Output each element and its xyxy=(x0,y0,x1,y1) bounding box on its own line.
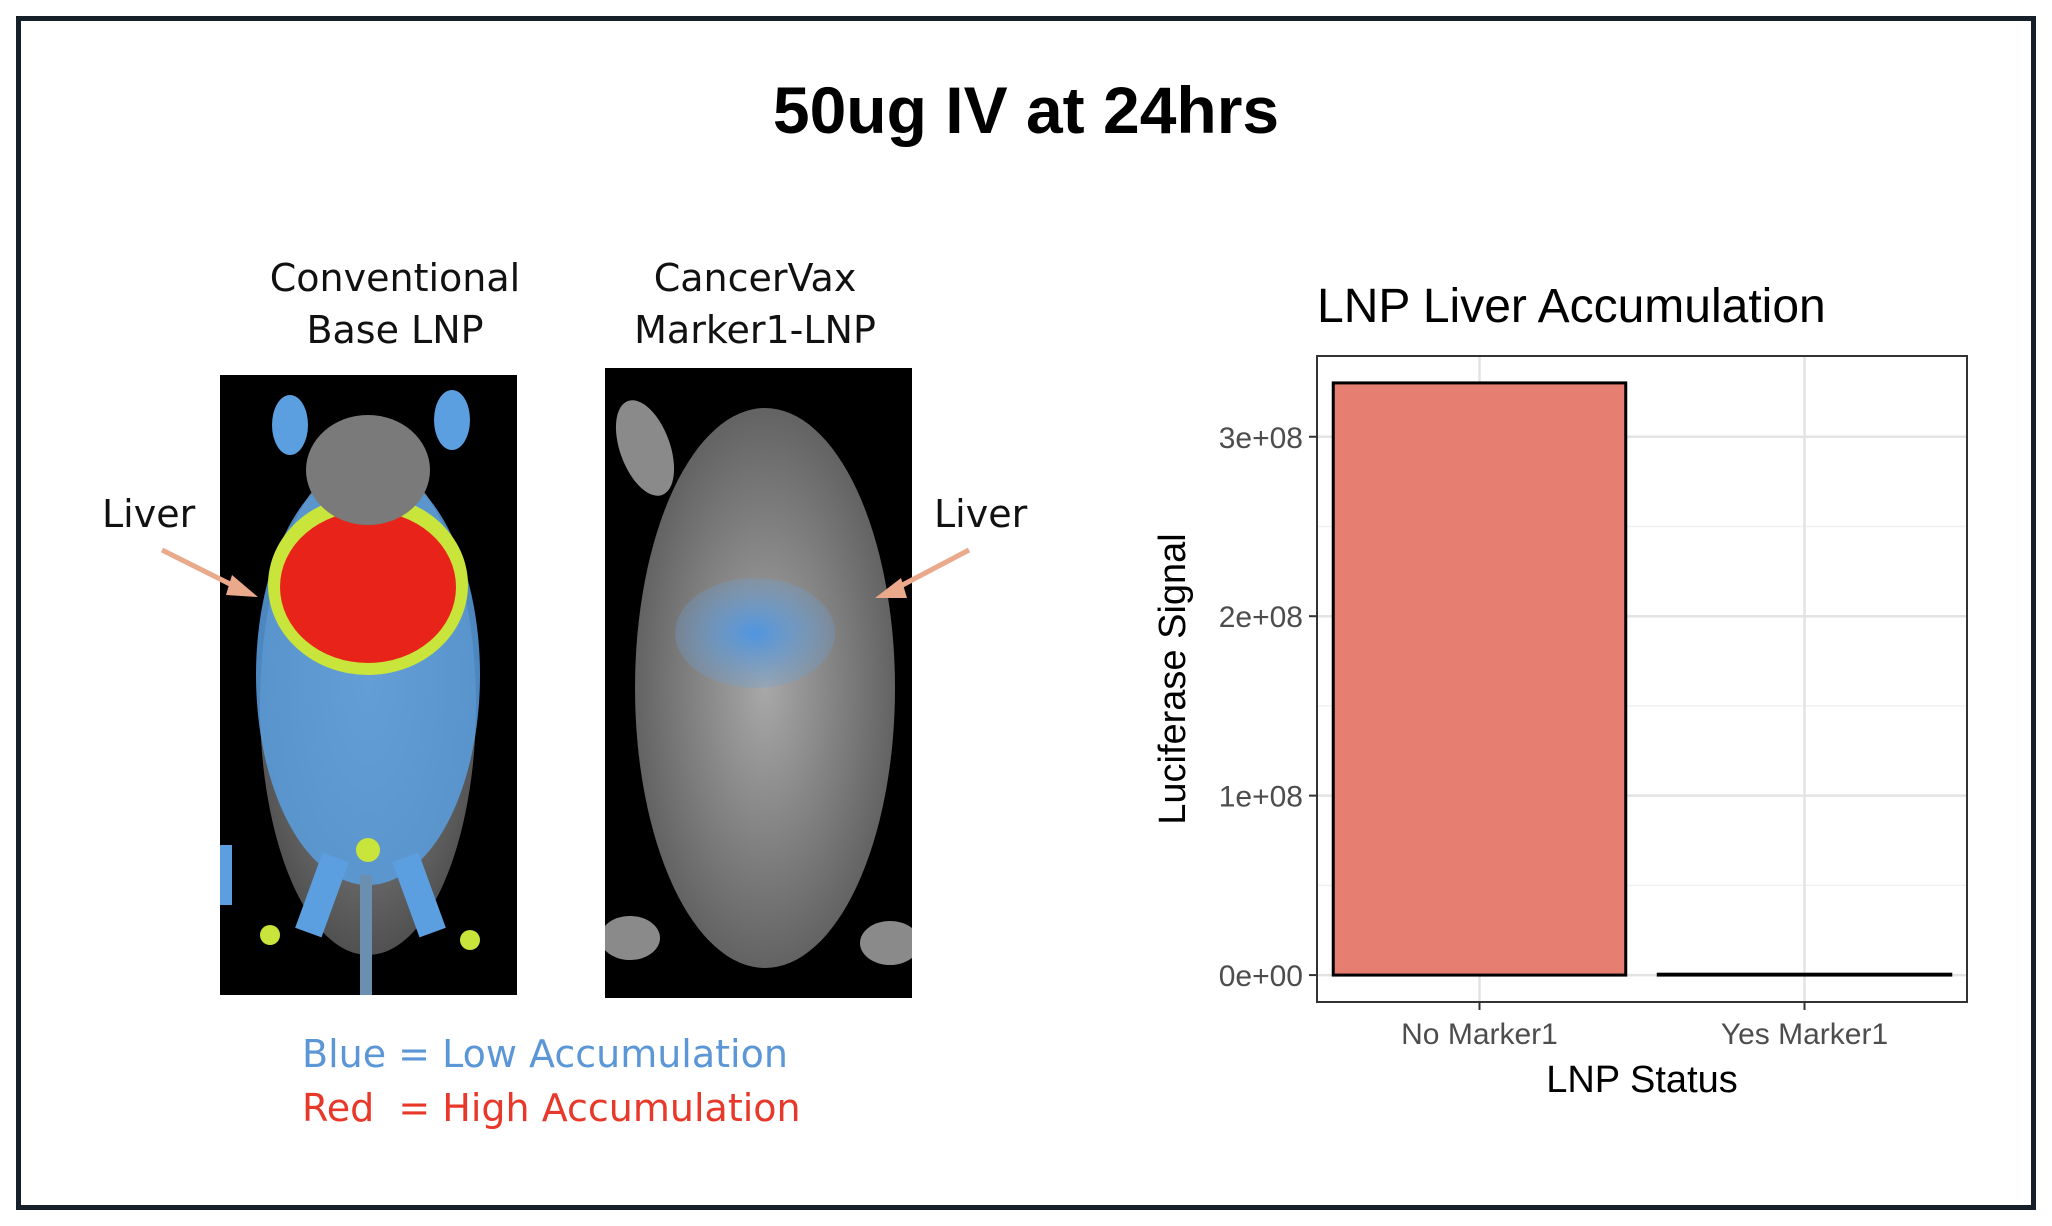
liver-label-conventional: Liver xyxy=(102,492,196,536)
liver-arrow-cancervax xyxy=(875,547,971,598)
bar-yes-marker1 xyxy=(1656,972,1953,977)
plot-border xyxy=(1316,355,1968,1003)
x-axis-label: LNP Status xyxy=(1546,1059,1738,1101)
slide-title: 50ug IV at 24hrs xyxy=(772,73,1280,147)
legend-low: Blue = Low Accumulation xyxy=(302,1032,788,1076)
liver-label-cancervax: Liver xyxy=(934,492,1028,536)
y-tick-label: 1e+08 xyxy=(1219,781,1303,814)
panel-label-cancervax: CancerVax Marker1-LNP xyxy=(595,252,915,356)
x-tick-label: Yes Marker1 xyxy=(1721,1018,1888,1051)
chart-title: LNP Liver Accumulation xyxy=(1317,280,1826,333)
panel-label-conventional: Conventional Base LNP xyxy=(235,252,555,356)
y-tick-label: 3e+08 xyxy=(1219,422,1303,455)
bar-no-marker1 xyxy=(1331,381,1628,977)
slide-frame xyxy=(16,16,2036,1210)
y-tick-label: 2e+08 xyxy=(1219,601,1303,634)
mouse-image-cancervax xyxy=(605,368,912,998)
y-tick-label: 0e+00 xyxy=(1219,960,1303,993)
legend-high: Red = High Accumulation xyxy=(302,1086,801,1130)
panel-label-line1: Conventional xyxy=(269,256,521,300)
mouse-image-conventional xyxy=(220,375,517,995)
y-axis-label: Luciferase Signal xyxy=(1152,533,1194,825)
liver-arrow-conventional xyxy=(160,547,258,597)
panel-label-line1: CancerVax xyxy=(653,256,857,300)
panel-label-line2: Marker1-LNP xyxy=(634,308,876,352)
x-tick-label: No Marker1 xyxy=(1401,1018,1558,1051)
panel-label-line2: Base LNP xyxy=(306,308,484,352)
